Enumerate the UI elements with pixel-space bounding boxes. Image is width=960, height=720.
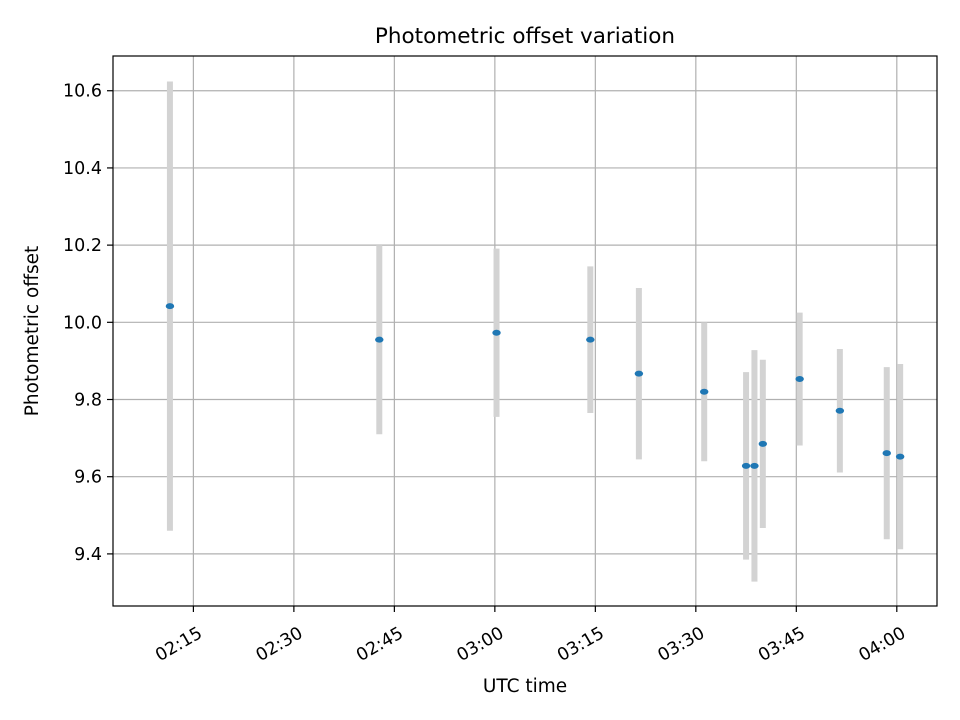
y-tick-label: 9.4 — [74, 545, 102, 565]
y-tick-label: 9.8 — [74, 391, 102, 411]
plot-area — [113, 56, 937, 606]
data-point — [586, 336, 595, 343]
y-tick-label: 10.0 — [63, 313, 102, 333]
data-point — [634, 370, 644, 377]
y-tick-label: 9.6 — [74, 468, 102, 488]
x-axis-label: UTC time — [483, 676, 567, 697]
y-tick-label: 10.6 — [63, 82, 102, 102]
data-points — [165, 303, 905, 469]
chart-title: Photometric offset variation — [375, 24, 675, 49]
y-axis-ticks: 9.4 9.6 9.8 10.0 10.2 10.4 10.6 — [63, 82, 113, 565]
data-point — [375, 336, 384, 343]
data-point — [835, 407, 845, 414]
data-point — [795, 376, 804, 383]
data-point — [895, 453, 905, 460]
data-point — [492, 329, 501, 336]
y-tick-label: 10.4 — [63, 159, 102, 179]
data-point — [741, 462, 751, 469]
data-point — [758, 440, 768, 447]
data-point — [882, 450, 891, 457]
data-point — [165, 303, 175, 310]
y-tick-label: 10.2 — [63, 236, 102, 256]
y-axis-label: Photometric offset — [22, 246, 43, 417]
plot-frame — [112, 55, 938, 607]
data-point — [700, 388, 709, 395]
data-point — [750, 462, 759, 469]
